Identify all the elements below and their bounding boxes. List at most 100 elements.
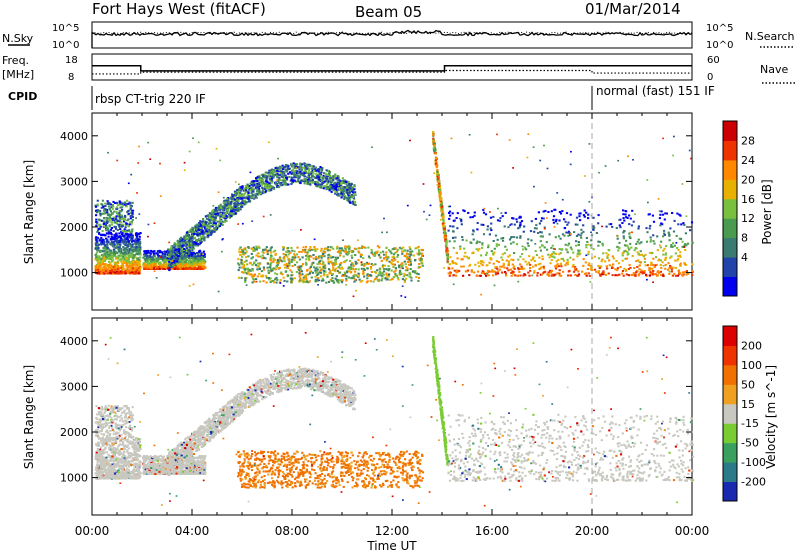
echo-cell — [190, 268, 193, 270]
echo-cell — [105, 237, 108, 240]
echo-cell — [114, 247, 117, 249]
echo-cell — [342, 188, 345, 190]
echo-cell — [416, 246, 419, 249]
echo-cell — [374, 263, 377, 266]
echo-cell — [103, 266, 106, 269]
echo-cell — [107, 201, 110, 204]
echo-cell — [94, 267, 97, 270]
echo-cell — [169, 247, 173, 250]
echo-cell — [285, 250, 288, 253]
echo-cell — [330, 272, 333, 275]
echo-cell — [382, 267, 386, 270]
nsearch-trace — [91, 31, 693, 35]
echo-cell — [183, 254, 186, 257]
echo-cell — [327, 258, 330, 261]
echo-cell — [227, 205, 231, 207]
echo-cell — [308, 179, 311, 182]
echo-cell — [146, 261, 149, 264]
echo-cell — [292, 170, 295, 173]
echo-cell — [417, 245, 420, 248]
echo-cell — [110, 238, 113, 241]
echo-cell — [137, 261, 140, 264]
echo-cell — [203, 236, 206, 239]
echo-cell — [322, 269, 325, 272]
echo-cell — [362, 270, 365, 273]
echo-cell — [173, 250, 176, 252]
echo-cell — [330, 183, 333, 186]
echo-cell — [293, 277, 296, 280]
echo-cell — [239, 187, 243, 190]
echo-cell — [230, 213, 233, 216]
echo-cell — [122, 234, 126, 237]
echo-cell — [123, 236, 126, 238]
echo-cell — [157, 265, 161, 268]
echo-cell — [202, 250, 205, 253]
echo-cell — [105, 221, 108, 224]
echo-cell — [148, 262, 151, 265]
echo-cell — [265, 246, 268, 249]
echo-cell — [241, 262, 244, 265]
echo-cell — [190, 233, 194, 236]
echo-cell — [112, 248, 116, 251]
echo-cell — [225, 220, 228, 223]
echo-cell — [156, 258, 159, 260]
echo-cell — [346, 270, 349, 273]
echo-cell — [421, 264, 424, 267]
echo-cell — [318, 176, 321, 179]
echo-cell — [228, 206, 231, 209]
echo-cell — [143, 263, 146, 266]
echo-cell — [417, 273, 420, 276]
echo-cell — [332, 179, 335, 181]
echo-cell — [157, 251, 160, 254]
echo-cell — [345, 277, 348, 280]
echo-cell — [293, 176, 296, 179]
echo-cell — [336, 250, 339, 253]
echo-cell — [108, 249, 111, 252]
echo-cell — [299, 277, 302, 280]
echo-cell — [99, 272, 102, 275]
echo-cell — [125, 248, 128, 251]
echo-cell — [152, 267, 155, 270]
echo-cell — [190, 237, 193, 240]
echo-cell — [275, 261, 279, 264]
echo-cell — [264, 188, 267, 191]
echo-cell — [276, 169, 279, 172]
echo-cell — [304, 261, 308, 264]
echo-cell — [329, 278, 332, 281]
echo-cell — [188, 260, 191, 263]
echo-cell — [337, 187, 340, 190]
echo-cell — [164, 266, 167, 269]
echo-cell — [385, 278, 388, 281]
echo-cell — [290, 172, 293, 175]
echo-cell — [321, 176, 325, 179]
echo-cell — [295, 270, 298, 273]
echo-cell — [110, 213, 113, 216]
echo-cell — [308, 174, 311, 177]
echo-cell — [409, 262, 412, 264]
echo-cell — [306, 253, 309, 256]
echo-cell — [149, 252, 152, 255]
echo-cell — [97, 265, 101, 268]
echo-cell — [403, 260, 406, 263]
echo-cell — [261, 181, 265, 184]
echo-cell — [263, 184, 266, 187]
echo-cell — [189, 266, 192, 269]
echo-cell — [408, 246, 411, 249]
echo-cell — [341, 177, 344, 180]
echo-cell — [353, 201, 357, 204]
echo-cell — [432, 137, 435, 140]
echo-cell — [281, 273, 284, 276]
echo-cell — [117, 265, 120, 267]
echo-cell — [310, 255, 313, 258]
echo-cell — [127, 264, 130, 267]
echo-cell — [257, 255, 260, 258]
echo-cell — [312, 181, 315, 184]
echo-cell — [244, 192, 247, 195]
echo-cell — [316, 278, 319, 281]
echo-cell — [241, 249, 245, 252]
echo-cell — [229, 205, 233, 208]
echo-cell — [131, 259, 134, 262]
echo-cell — [334, 256, 337, 259]
power-echoes — [94, 131, 694, 298]
echo-cell — [359, 280, 362, 283]
